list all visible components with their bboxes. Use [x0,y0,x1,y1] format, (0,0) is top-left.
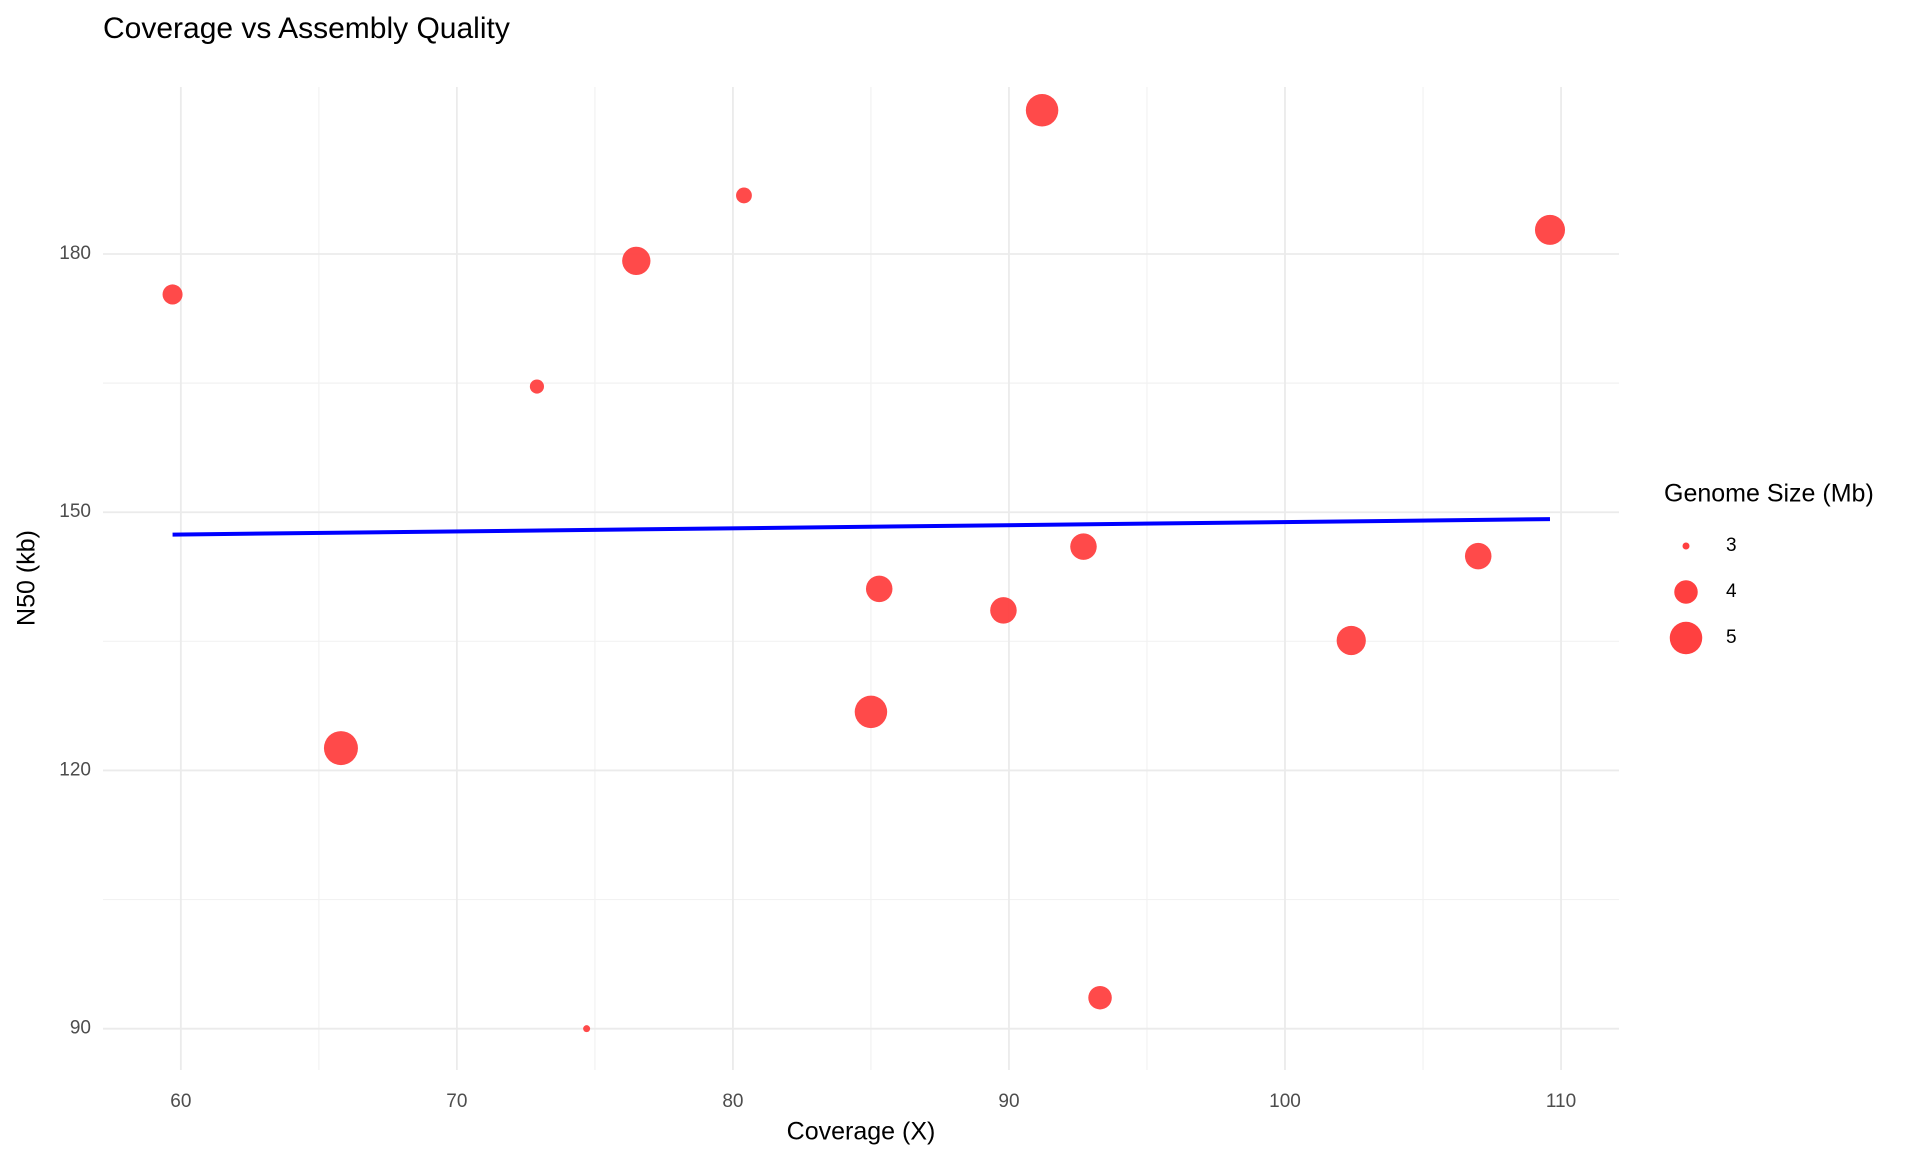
y-tick-label: 150 [59,501,91,522]
bubble [162,284,183,305]
bubble [1088,985,1112,1010]
x-tick-label: 60 [170,1091,191,1112]
x-tick-label: 80 [722,1091,743,1112]
bubble [1336,625,1366,656]
x-tick-label: 90 [998,1091,1019,1112]
bubble [990,597,1017,624]
bubble [323,731,358,766]
legend-label: 3 [1726,535,1737,556]
x-tick-label: 70 [446,1091,467,1112]
x-tick-label: 110 [1546,1091,1576,1112]
bubble [1070,533,1097,560]
legend-key [1669,621,1703,655]
y-tick-label: 90 [70,1018,91,1039]
bubble [1025,93,1059,127]
y-tick-label: 120 [59,759,91,780]
legend-title: Genome Size (Mb) [1664,480,1874,508]
bubble [1464,542,1492,570]
legend-key [1674,580,1698,604]
bubble [854,695,888,729]
legend-label: 4 [1726,581,1737,602]
legend-key [1682,542,1690,550]
bubble [583,1025,591,1033]
y-axis-label: N50 (kb) [13,530,41,626]
trend-line [172,517,1551,537]
bubble [529,379,545,394]
x-tick-label: 100 [1269,1091,1301,1112]
chart-title: Coverage vs Assembly Quality [103,12,510,45]
bubble [1534,214,1566,245]
x-axis-label: Coverage (X) [787,1118,936,1146]
legend-label: 5 [1726,627,1737,648]
bubble [622,246,651,276]
bubble [736,187,752,204]
bubble [865,575,893,603]
y-tick-label: 180 [59,243,91,264]
